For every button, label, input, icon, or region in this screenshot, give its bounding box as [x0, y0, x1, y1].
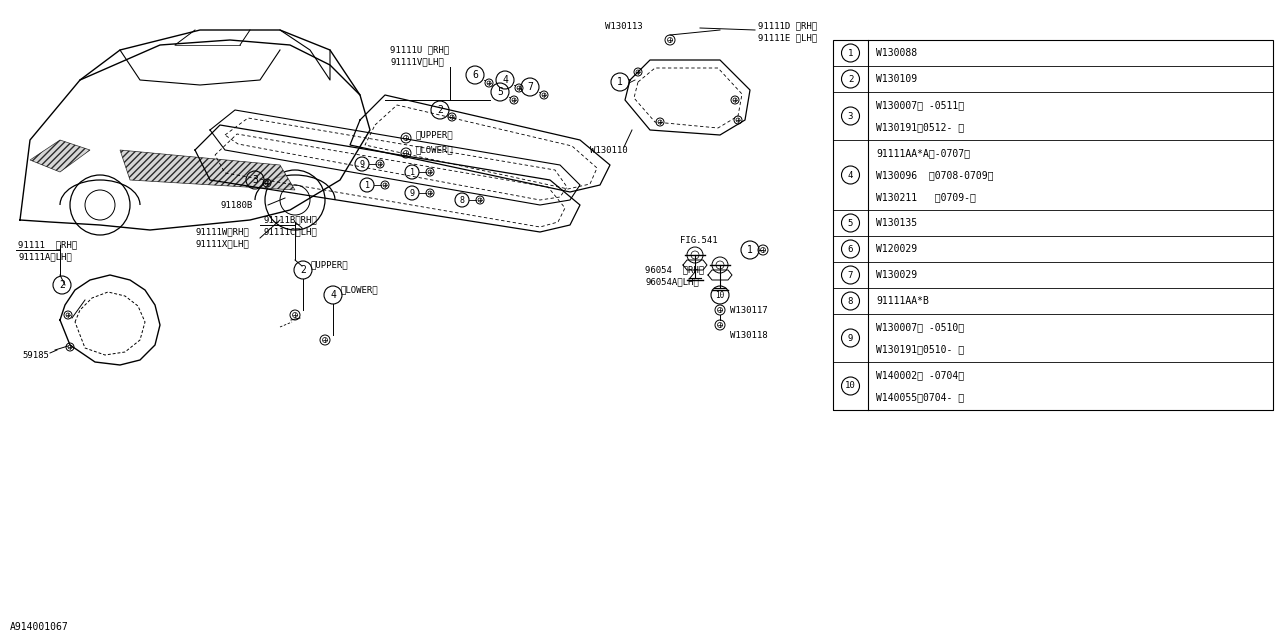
Text: W120029: W120029 [876, 244, 918, 254]
Text: 59185: 59185 [22, 351, 49, 360]
Text: W130007〈 -0510〉: W130007〈 -0510〉 [876, 322, 964, 332]
Text: 2: 2 [59, 280, 65, 290]
Text: 4: 4 [847, 170, 854, 179]
Text: W130029: W130029 [876, 270, 918, 280]
Text: 91111X〈LH〉: 91111X〈LH〉 [195, 239, 248, 248]
Text: W130135: W130135 [876, 218, 918, 228]
Text: 91111W〈RH〉: 91111W〈RH〉 [195, 227, 248, 237]
Text: 91111C〈LH〉: 91111C〈LH〉 [262, 227, 316, 237]
Text: 91111D 〈RH〉: 91111D 〈RH〉 [758, 22, 817, 31]
Text: W130191〈0512- 〉: W130191〈0512- 〉 [876, 122, 964, 132]
Bar [833, 40, 1274, 410]
Text: FIG.541: FIG.541 [680, 236, 718, 244]
Text: W130117: W130117 [730, 305, 768, 314]
Text: 4: 4 [330, 290, 335, 300]
Text: W130088: W130088 [876, 48, 918, 58]
Text: W130110: W130110 [590, 145, 627, 154]
Text: W130007〈 -0511〉: W130007〈 -0511〉 [876, 100, 964, 110]
Text: 96054A〈LH〉: 96054A〈LH〉 [645, 278, 699, 287]
Text: 1: 1 [410, 168, 415, 177]
Text: 9: 9 [847, 333, 854, 342]
Text: 5: 5 [847, 218, 854, 227]
Text: 6: 6 [847, 244, 854, 253]
Text: 10: 10 [716, 291, 724, 300]
Text: 4: 4 [502, 75, 508, 85]
Text: W130096  〈0708-0709〉: W130096 〈0708-0709〉 [876, 170, 993, 180]
Text: 5: 5 [497, 87, 503, 97]
Text: 96054  〈RH〉: 96054 〈RH〉 [645, 266, 704, 275]
Text: 91111V〈LH〉: 91111V〈LH〉 [390, 58, 444, 67]
Text: 1: 1 [617, 77, 623, 87]
Text: 91111AA*A〈-0707〉: 91111AA*A〈-0707〉 [876, 148, 970, 158]
Text: A914001067: A914001067 [10, 622, 69, 632]
Text: 3: 3 [252, 175, 259, 185]
Text: 91111A〈LH〉: 91111A〈LH〉 [18, 253, 72, 262]
Text: W130118: W130118 [730, 330, 768, 339]
Text: W130113: W130113 [605, 22, 643, 31]
Text: 7: 7 [527, 82, 532, 92]
Text: W130211   〈0709-〉: W130211 〈0709-〉 [876, 192, 975, 202]
Text: 9: 9 [360, 159, 365, 168]
Text: 8: 8 [460, 195, 465, 205]
Text: 1: 1 [847, 49, 854, 58]
Text: 2: 2 [847, 74, 854, 83]
Polygon shape [120, 150, 294, 190]
Text: 91111U 〈RH〉: 91111U 〈RH〉 [390, 45, 449, 54]
Text: 8: 8 [847, 296, 854, 305]
Text: 2: 2 [300, 265, 306, 275]
Text: 6: 6 [472, 70, 477, 80]
Text: 9: 9 [410, 189, 415, 198]
Text: 10: 10 [845, 381, 856, 390]
Text: 7: 7 [847, 271, 854, 280]
Text: 1: 1 [748, 245, 753, 255]
Text: 〈UPPER〉: 〈UPPER〉 [310, 260, 348, 269]
Text: 91111AA*B: 91111AA*B [876, 296, 929, 306]
Text: 91111E 〈LH〉: 91111E 〈LH〉 [758, 33, 817, 42]
Text: 2: 2 [436, 105, 443, 115]
Text: 91111B〈RH〉: 91111B〈RH〉 [262, 216, 316, 225]
Text: 91111  〈RH〉: 91111 〈RH〉 [18, 241, 77, 250]
Text: W140055〈0704- 〉: W140055〈0704- 〉 [876, 392, 964, 402]
Text: 91180B: 91180B [220, 200, 252, 209]
Text: W140002〈 -0704〉: W140002〈 -0704〉 [876, 370, 964, 380]
Text: 3: 3 [847, 111, 854, 120]
Polygon shape [29, 140, 90, 172]
Text: W130109: W130109 [876, 74, 918, 84]
Text: 〈LOWER〉: 〈LOWER〉 [340, 285, 378, 294]
Text: 〈UPPER〉: 〈UPPER〉 [415, 131, 453, 140]
Text: W130191〈0510- 〉: W130191〈0510- 〉 [876, 344, 964, 354]
Text: 1: 1 [365, 180, 370, 189]
Text: 〈LOWER〉: 〈LOWER〉 [415, 145, 453, 154]
